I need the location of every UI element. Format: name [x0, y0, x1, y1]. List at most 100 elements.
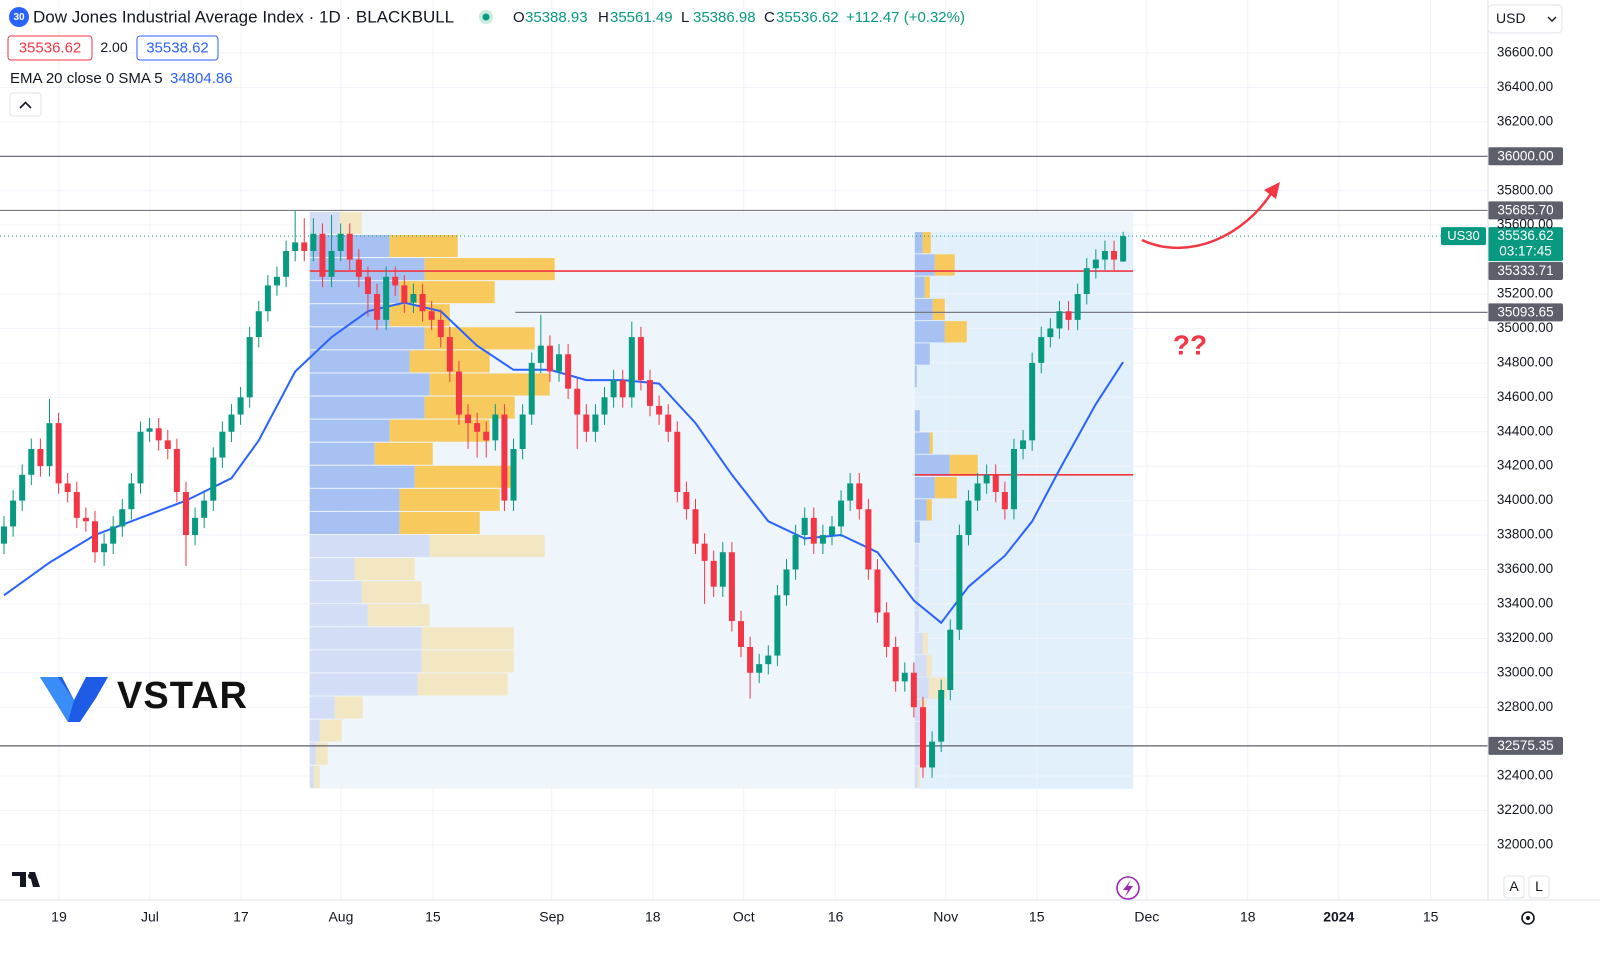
profile-up: [914, 410, 920, 432]
candle-body: [119, 509, 126, 527]
candle-body: [364, 276, 371, 295]
candle-body: [319, 233, 326, 277]
x-tick-label: Aug: [328, 909, 353, 925]
candle-body: [865, 509, 872, 570]
profile-up: [914, 276, 925, 298]
currency-dropdown[interactable]: [1487, 4, 1563, 34]
ohlc-letter: L: [681, 9, 689, 26]
scale-button-label[interactable]: A: [1509, 878, 1519, 894]
level-label-box: [1488, 147, 1563, 166]
profile-up: [914, 566, 919, 588]
candle-body: [901, 672, 908, 682]
y-tick-label: 34400.00: [1497, 423, 1553, 438]
candle-body: [328, 250, 335, 277]
candle-body: [919, 707, 926, 768]
indicator-value: 34804.86: [170, 70, 233, 87]
logos: VSTAR: [12, 675, 1535, 925]
lightning-button[interactable]: [1116, 876, 1140, 900]
ohlc-letter: O: [513, 9, 525, 26]
candle-body: [355, 259, 362, 277]
profile-down: [934, 477, 957, 499]
ask-price[interactable]: 35538.62: [146, 39, 209, 56]
candle-body: [938, 689, 945, 742]
level-label: 35333.71: [1497, 263, 1553, 278]
ohlc-value: 35386.98: [693, 9, 756, 26]
ask-button[interactable]: [136, 35, 219, 61]
spread: 2.00: [100, 39, 127, 55]
candle-body: [64, 483, 71, 493]
profile-down: [319, 719, 342, 742]
candle-body: [1074, 294, 1081, 320]
x-tick-label: Nov: [933, 909, 958, 925]
x-tick-label: Sep: [539, 909, 564, 925]
candle-body: [483, 431, 490, 441]
candle-body: [1010, 448, 1017, 510]
candle-body: [601, 397, 608, 415]
candle-body: [446, 337, 453, 372]
x-tick-label: 16: [828, 909, 844, 925]
axes: 36600.00 36400.00 36200.00 35800.00 35600.00…: [0, 0, 1600, 925]
y-tick-label: 32400.00: [1497, 768, 1553, 783]
candle-body: [883, 612, 890, 647]
ema-line: [3, 301, 1124, 625]
profile-up: [309, 673, 418, 696]
level-label: 35093.65: [1497, 304, 1553, 319]
candle-body: [73, 492, 80, 518]
ohlc-value: 35536.62: [776, 9, 839, 26]
bid-price[interactable]: 35536.62: [19, 39, 82, 56]
x-tick-label: Dec: [1134, 909, 1159, 925]
candle-body: [465, 414, 472, 424]
candle-body: [892, 646, 899, 682]
profile-up: [309, 534, 430, 558]
arrow: [1141, 191, 1274, 250]
candle-body: [237, 397, 244, 415]
profile-down: [429, 534, 545, 558]
bid-button[interactable]: [7, 35, 93, 61]
candle-body: [337, 233, 344, 251]
candle-body: [683, 492, 690, 510]
profile-up: [914, 254, 935, 276]
candle-body: [783, 569, 790, 596]
candle-body: [610, 380, 617, 398]
candle-body: [992, 474, 999, 493]
profile-up: [309, 581, 362, 604]
annotation: ??: [1173, 329, 1207, 360]
scale-button-label[interactable]: L: [1535, 878, 1543, 894]
candle-body: [792, 535, 799, 570]
candle-body: [46, 423, 53, 467]
profile-down: [414, 465, 515, 488]
candle-body: [392, 276, 399, 286]
candle-body: [528, 362, 535, 415]
currency[interactable]: USD: [1496, 10, 1526, 26]
collapse-button[interactable]: [9, 92, 42, 117]
profile-up: [309, 627, 422, 650]
profile-down: [421, 650, 514, 673]
candle-body: [228, 414, 235, 432]
profile-down: [417, 673, 508, 696]
candle-body: [856, 483, 863, 510]
scale-button[interactable]: [1528, 875, 1550, 899]
profile-up: [914, 766, 918, 788]
candle-body: [1120, 236, 1127, 262]
chart-title: Dow Jones Industrial Average Index · 1D …: [33, 7, 454, 26]
profile-up: [914, 610, 919, 632]
level-label-box: [1488, 736, 1563, 755]
profile-down: [917, 766, 920, 788]
profile-down: [929, 432, 933, 454]
candle-body: [419, 294, 426, 312]
candle-body: [255, 311, 262, 338]
settings-icon[interactable]: [1521, 911, 1535, 925]
profile-down: [354, 558, 415, 581]
profile-up: [914, 232, 923, 254]
candle-body: [647, 380, 654, 406]
candle-body: [301, 242, 308, 251]
candle-body: [82, 517, 89, 522]
candle-body: [401, 285, 408, 303]
profile-down: [924, 276, 930, 298]
candle-body: [501, 414, 508, 501]
profile-down: [932, 298, 945, 321]
profile-range: [914, 232, 1134, 789]
level-label-box: [1488, 303, 1563, 322]
candle-body: [273, 276, 280, 286]
scale-button[interactable]: [1503, 875, 1525, 899]
